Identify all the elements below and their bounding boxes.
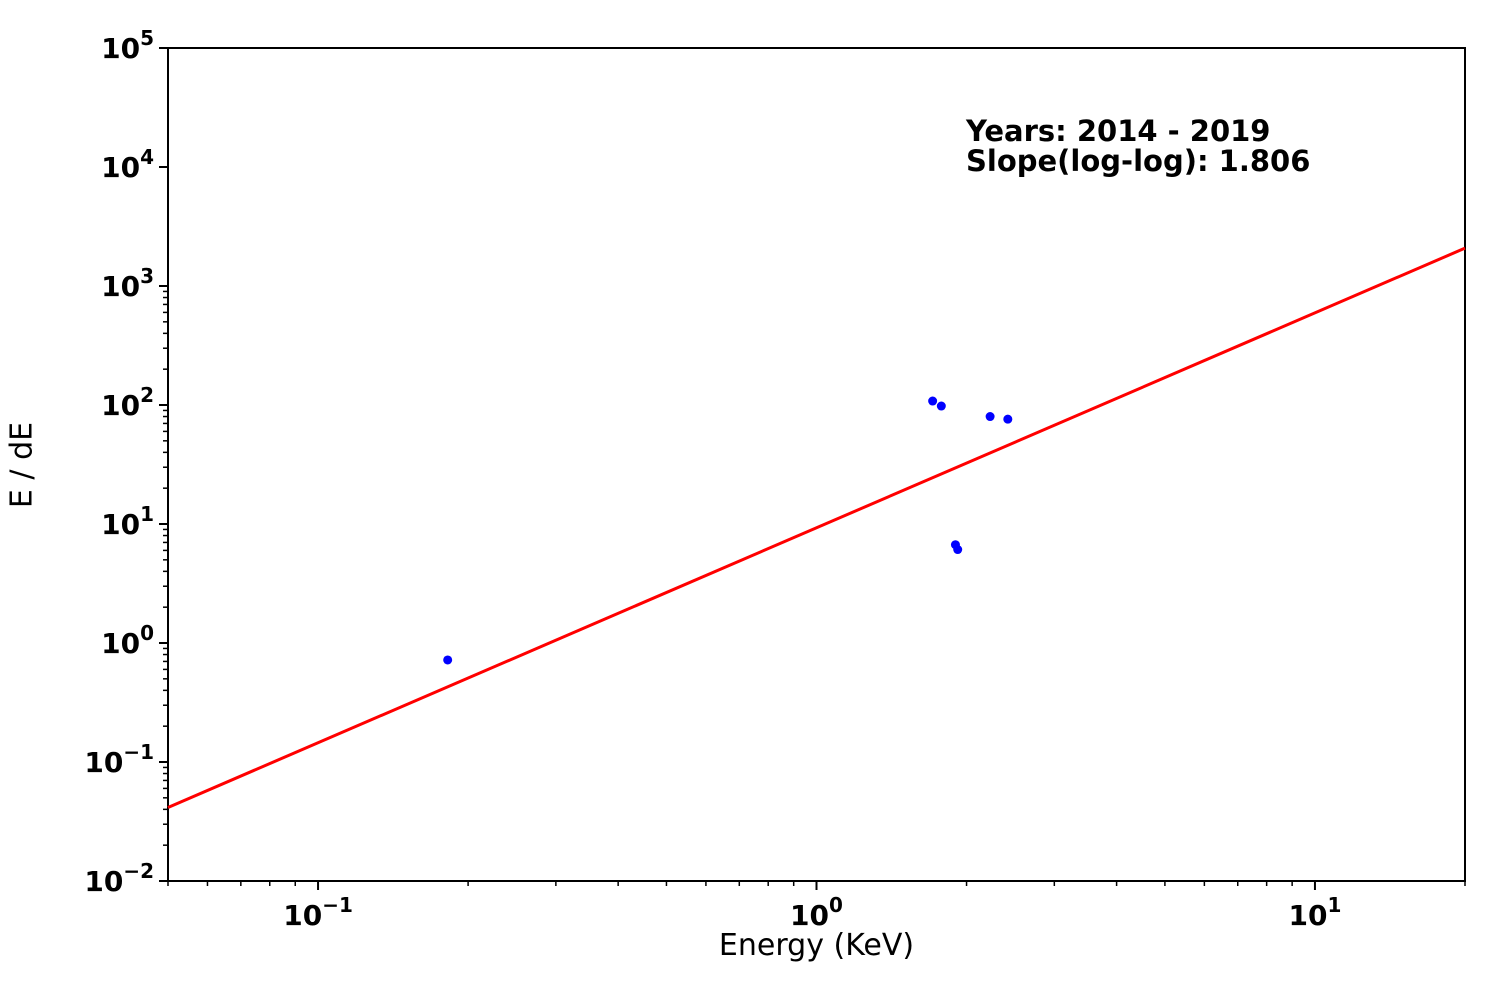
y-tick-label: 10−1 bbox=[84, 740, 154, 779]
fit-line bbox=[167, 246, 1466, 809]
x-tick-label: 10−1 bbox=[283, 893, 353, 932]
plot-frame bbox=[167, 47, 1466, 882]
x-tick-label: 100 bbox=[790, 893, 843, 932]
y-tick-label: 103 bbox=[101, 264, 154, 303]
y-tick-label: 105 bbox=[101, 26, 154, 65]
scatter-point bbox=[1003, 414, 1013, 424]
y-tick-label: 10−2 bbox=[84, 859, 154, 898]
annotation-slope: Slope(log-log): 1.806 bbox=[966, 144, 1311, 178]
y-tick-label: 100 bbox=[101, 621, 154, 660]
y-tick-label: 102 bbox=[101, 383, 154, 422]
x-tick-label: 101 bbox=[1289, 893, 1342, 932]
y-tick-label: 101 bbox=[101, 502, 154, 541]
x-axis-title: Energy (KeV) bbox=[718, 928, 915, 963]
annotation-years: Years: 2014 - 2019 bbox=[966, 114, 1271, 148]
scatter-point bbox=[936, 401, 946, 411]
scatter-point bbox=[985, 412, 995, 422]
y-tick-label: 104 bbox=[101, 145, 154, 184]
y-axis-title: E / dE bbox=[4, 421, 40, 509]
annotation-box: Years: 2014 - 2019 Slope(log-log): 1.806 bbox=[966, 116, 1310, 176]
scatter-point bbox=[928, 396, 938, 406]
scatter-point bbox=[953, 545, 963, 555]
scatter-point bbox=[443, 655, 453, 665]
